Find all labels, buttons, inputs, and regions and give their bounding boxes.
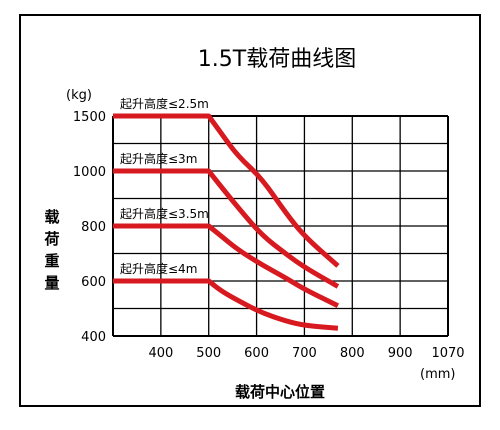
y-tick-label: 1500 [73,110,106,125]
x-unit: (mm) [420,367,455,382]
series-labels: 起升高度≤2.5m 起升高度≤3m 起升高度≤3.5m 起升高度≤4m [120,96,209,276]
y-tick-label: 800 [81,220,106,235]
curve-label: 起升高度≤3m [120,151,197,166]
x-tick-label: 1070 [431,346,464,361]
y-tick-label: 1000 [73,165,106,180]
x-tick-label: 600 [244,346,269,361]
x-tick-label: 900 [388,346,413,361]
y-ticks: 400 600 800 1000 1500 [73,110,106,345]
load-curve [113,168,340,289]
load-curve [113,223,340,308]
y-axis-label-char: 荷 [44,230,59,248]
chart-frame [19,14,481,407]
y-axis-label-char: 重 [44,252,59,270]
series-group [113,113,340,331]
x-tick-label: 400 [148,346,173,361]
x-tick-label: 800 [340,346,365,361]
y-axis-label-char: 量 [44,274,59,292]
y-axis-label-char: 载 [44,208,59,226]
y-tick-label: 600 [81,275,106,290]
curve-label: 起升高度≤2.5m [120,96,209,111]
x-axis-label: 载荷中心位置 [235,383,325,401]
x-tick-label: 700 [292,346,317,361]
y-tick-label: 400 [81,330,106,345]
x-tick-label: 500 [196,346,221,361]
load-curve [113,278,339,331]
curve-label: 起升高度≤3.5m [120,206,209,221]
y-unit: (kg) [66,88,92,103]
x-ticks: 400 500 600 700 800 900 1070 [148,346,464,361]
chart-title: 1.5T载荷曲线图 [198,47,356,72]
load-curve [113,113,340,268]
curve-label: 起升高度≤4m [120,261,197,276]
